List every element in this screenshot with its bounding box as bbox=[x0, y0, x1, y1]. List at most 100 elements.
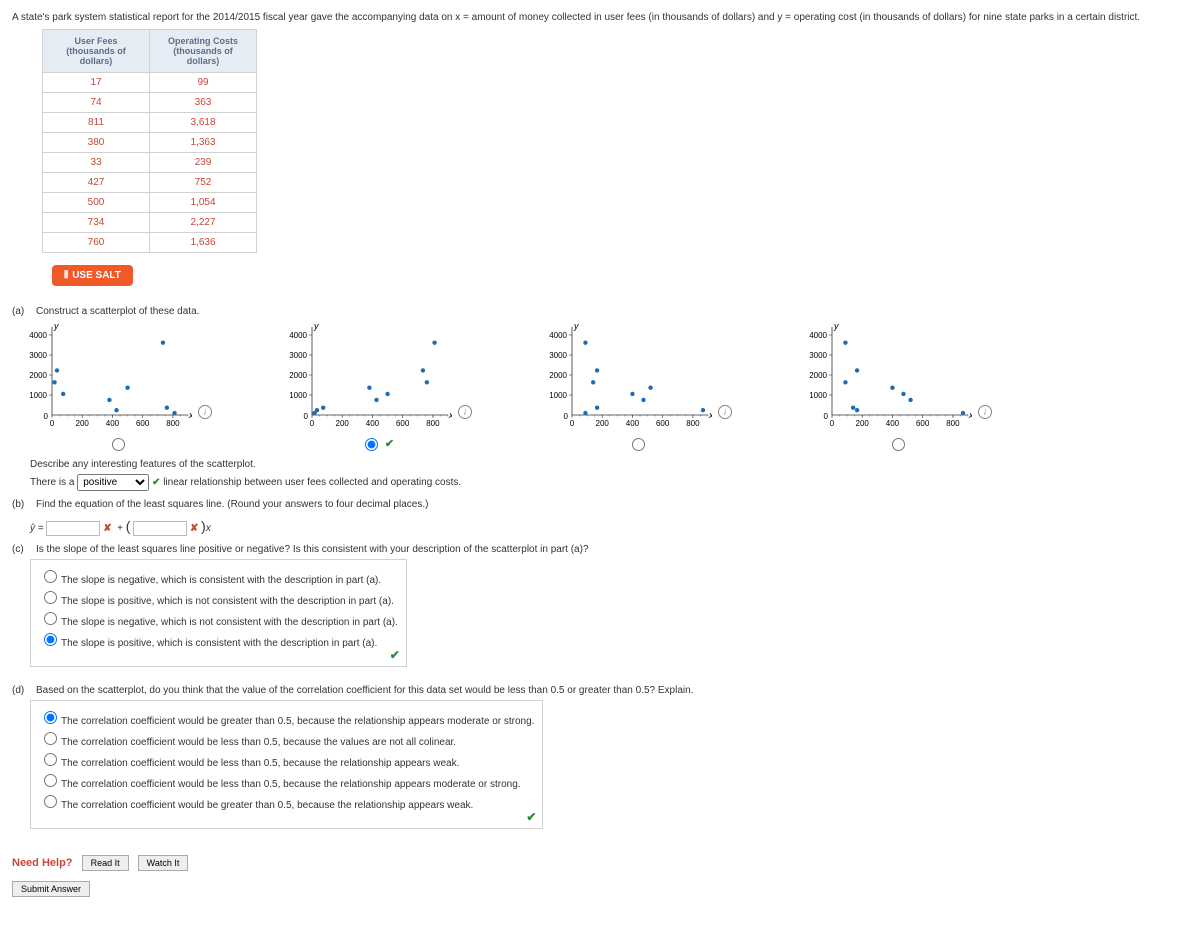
part-c-check-icon: ✔ bbox=[390, 648, 400, 662]
radio-input[interactable] bbox=[44, 795, 57, 808]
radio-input[interactable] bbox=[44, 591, 57, 604]
svg-text:600: 600 bbox=[136, 419, 150, 428]
radio-input[interactable] bbox=[44, 570, 57, 583]
table-cell: 734 bbox=[43, 213, 150, 233]
table-cell: 3,618 bbox=[150, 113, 257, 133]
radio-input[interactable] bbox=[44, 612, 57, 625]
svg-text:3000: 3000 bbox=[549, 351, 567, 360]
watch-it-button[interactable]: Watch It bbox=[138, 855, 189, 871]
intercept-input[interactable] bbox=[46, 521, 100, 536]
svg-text:4000: 4000 bbox=[549, 331, 567, 340]
svg-text:600: 600 bbox=[396, 419, 410, 428]
svg-text:800: 800 bbox=[946, 419, 960, 428]
radio-input[interactable] bbox=[44, 711, 57, 724]
svg-text:800: 800 bbox=[686, 419, 700, 428]
submit-answer-button[interactable]: Submit Answer bbox=[12, 881, 90, 897]
svg-text:1000: 1000 bbox=[29, 391, 47, 400]
chart-radio-3[interactable] bbox=[892, 438, 905, 451]
part-c-options: The slope is negative, which is consiste… bbox=[30, 559, 407, 667]
salt-label: USE SALT bbox=[72, 270, 121, 281]
radio-input[interactable] bbox=[44, 774, 57, 787]
describe-post: linear relationship between user fees co… bbox=[163, 477, 461, 488]
svg-text:4000: 4000 bbox=[289, 331, 307, 340]
table-cell: 427 bbox=[43, 173, 150, 193]
svg-text:400: 400 bbox=[366, 419, 380, 428]
part-b-letter: (b) bbox=[12, 499, 30, 510]
table-cell: 1,054 bbox=[150, 193, 257, 213]
describe-select[interactable]: ---Select---positivenegativeno bbox=[77, 474, 149, 491]
chart-info-icon[interactable]: i bbox=[458, 405, 472, 419]
part-a-prompt: Construct a scatterplot of these data. bbox=[36, 306, 199, 317]
svg-text:600: 600 bbox=[656, 419, 670, 428]
svg-text:0: 0 bbox=[564, 412, 569, 421]
table-cell: 74 bbox=[43, 93, 150, 113]
svg-text:400: 400 bbox=[106, 419, 120, 428]
chart-radio-1[interactable] bbox=[365, 438, 378, 451]
table-cell: 99 bbox=[150, 73, 257, 93]
part-a-letter: (a) bbox=[12, 306, 30, 317]
chart-info-icon[interactable]: i bbox=[718, 405, 732, 419]
use-salt-button[interactable]: ⫴ USE SALT bbox=[52, 265, 133, 286]
radio-option[interactable]: The correlation coefficient would be les… bbox=[39, 728, 534, 749]
svg-text:400: 400 bbox=[626, 419, 640, 428]
table-cell: 811 bbox=[43, 113, 150, 133]
slope-input[interactable] bbox=[133, 521, 187, 536]
svg-text:200: 200 bbox=[596, 419, 610, 428]
radio-option[interactable]: The slope is negative, which is not cons… bbox=[39, 608, 398, 629]
svg-text:3000: 3000 bbox=[289, 351, 307, 360]
svg-text:1000: 1000 bbox=[809, 391, 827, 400]
chart-radio-2[interactable] bbox=[632, 438, 645, 451]
radio-option[interactable]: The correlation coefficient would be les… bbox=[39, 770, 534, 791]
table-cell: 500 bbox=[43, 193, 150, 213]
table-cell: 33 bbox=[43, 153, 150, 173]
radio-option[interactable]: The correlation coefficient would be les… bbox=[39, 749, 534, 770]
svg-text:600: 600 bbox=[916, 419, 930, 428]
svg-text:y: y bbox=[833, 323, 839, 331]
table-cell: 380 bbox=[43, 133, 150, 153]
svg-text:0: 0 bbox=[570, 419, 575, 428]
input2-wrong-icon: ✘ bbox=[190, 523, 198, 534]
part-d-letter: (d) bbox=[12, 685, 30, 696]
radio-option[interactable]: The correlation coefficient would be gre… bbox=[39, 791, 534, 812]
chart-info-icon[interactable]: i bbox=[198, 405, 212, 419]
radio-input[interactable] bbox=[44, 753, 57, 766]
part-c-prompt: Is the slope of the least squares line p… bbox=[36, 544, 589, 555]
radio-input[interactable] bbox=[44, 732, 57, 745]
col1-header: User Fees (thousands of dollars) bbox=[43, 30, 150, 73]
describe-line1: Describe any interesting features of the… bbox=[30, 459, 1188, 470]
svg-text:400: 400 bbox=[886, 419, 900, 428]
svg-text:0: 0 bbox=[304, 412, 309, 421]
svg-text:x: x bbox=[968, 410, 972, 420]
input1-wrong-icon: ✘ bbox=[103, 523, 111, 534]
svg-text:0: 0 bbox=[50, 419, 55, 428]
part-c-letter: (c) bbox=[12, 544, 30, 555]
svg-text:0: 0 bbox=[310, 419, 315, 428]
table-cell: 17 bbox=[43, 73, 150, 93]
svg-text:y: y bbox=[53, 323, 59, 331]
table-cell: 2,227 bbox=[150, 213, 257, 233]
need-help-label: Need Help? bbox=[12, 857, 73, 869]
table-cell: 1,636 bbox=[150, 233, 257, 253]
radio-option[interactable]: The correlation coefficient would be gre… bbox=[39, 707, 534, 728]
radio-option[interactable]: The slope is negative, which is consiste… bbox=[39, 566, 398, 587]
svg-text:x: x bbox=[188, 410, 192, 420]
intro-text: A state's park system statistical report… bbox=[12, 12, 1188, 23]
table-cell: 363 bbox=[150, 93, 257, 113]
svg-text:200: 200 bbox=[76, 419, 90, 428]
x-after: x bbox=[206, 523, 211, 534]
radio-option[interactable]: The slope is positive, which is not cons… bbox=[39, 587, 398, 608]
chart-info-icon[interactable]: i bbox=[978, 405, 992, 419]
svg-text:2000: 2000 bbox=[29, 371, 47, 380]
col2-header: Operating Costs (thousands of dollars) bbox=[150, 30, 257, 73]
part-d-check-icon: ✔ bbox=[526, 810, 536, 824]
yhat-label: ŷ = bbox=[30, 523, 44, 534]
svg-text:0: 0 bbox=[44, 412, 49, 421]
chart-radio-0[interactable] bbox=[112, 438, 125, 451]
radio-input[interactable] bbox=[44, 633, 57, 646]
read-it-button[interactable]: Read It bbox=[82, 855, 129, 871]
salt-icon: ⫴ bbox=[64, 270, 68, 281]
svg-text:2000: 2000 bbox=[549, 371, 567, 380]
table-cell: 1,363 bbox=[150, 133, 257, 153]
radio-option[interactable]: The slope is positive, which is consiste… bbox=[39, 629, 398, 650]
svg-text:2000: 2000 bbox=[289, 371, 307, 380]
